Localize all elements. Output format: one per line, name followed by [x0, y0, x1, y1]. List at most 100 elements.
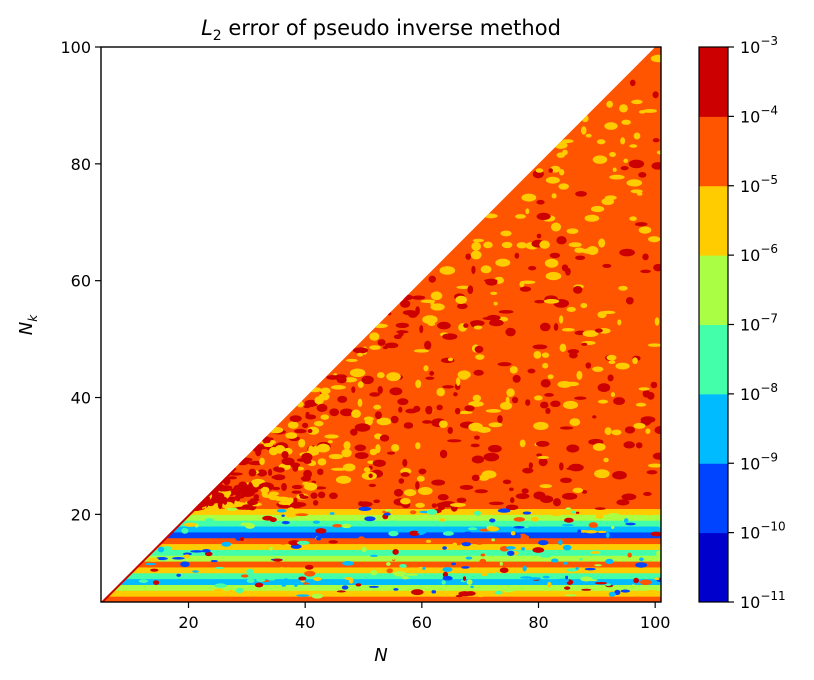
contour-blob-low	[592, 366, 604, 372]
contour-blob-high	[272, 474, 286, 481]
contour-blob-high	[612, 471, 627, 480]
contour-speck	[520, 535, 530, 540]
contour-speck	[575, 566, 579, 570]
contour-speck	[542, 575, 550, 579]
contour-blob-low	[415, 442, 421, 450]
contour-blob-high	[453, 392, 458, 397]
contour-blob-low	[320, 387, 331, 395]
contour-blob-low	[439, 266, 456, 275]
contour-blob-low	[436, 387, 445, 397]
contour-speck	[639, 579, 652, 586]
contour-blob-low	[330, 385, 346, 390]
contour-blob-low	[268, 495, 281, 501]
contour-blob-low	[559, 315, 564, 324]
contour-blob-low	[345, 358, 358, 362]
colorbar-tick-label: 10−4	[740, 103, 778, 126]
contour-blob-high	[471, 455, 485, 464]
contour-speck	[494, 590, 503, 595]
contour-blob-high	[419, 325, 424, 334]
contour-speck	[521, 547, 526, 551]
contour-blob-low	[317, 458, 327, 466]
contour-blob-low	[542, 362, 549, 369]
contour-speck	[358, 506, 372, 512]
contour-blob-low	[535, 168, 544, 173]
contour-blob-high	[398, 406, 403, 413]
contour-blob-high	[642, 253, 649, 261]
contour-speck	[342, 560, 355, 566]
contour-blob-low	[617, 319, 622, 326]
contour-blob-low	[562, 149, 568, 156]
contour-blob-low	[626, 179, 643, 187]
contour-speck	[240, 574, 249, 578]
contour-speck	[633, 577, 639, 584]
contour-speck	[454, 555, 459, 561]
contour-blob-low	[630, 189, 643, 194]
x-axis-label: N	[374, 645, 387, 666]
contour-speck	[307, 533, 316, 538]
colorbar-tick-label: 10−10	[740, 520, 786, 543]
contour-speck	[387, 520, 397, 525]
contour-blob-high	[291, 484, 303, 490]
contour-blob-high	[474, 345, 484, 353]
contour-speck	[393, 587, 399, 591]
contour-speck	[579, 557, 583, 561]
colorbar-segment	[699, 393, 728, 464]
contour-blob-low	[509, 366, 518, 374]
contour-speck	[393, 571, 407, 577]
contour-blob-low	[541, 352, 550, 358]
contour-blob-low	[356, 352, 364, 357]
contour-blob-high	[550, 400, 561, 408]
contour-speck	[462, 576, 467, 581]
contour-blob-low	[601, 197, 615, 206]
contour-blob-low	[268, 491, 279, 496]
contour-speck	[254, 582, 264, 588]
contour-speck	[228, 589, 234, 593]
contour-blob-low	[386, 372, 401, 382]
contour-blob-high	[291, 490, 302, 494]
contour-blob-low	[592, 155, 608, 164]
contour-blob-low	[643, 108, 657, 113]
contour-blob-high	[488, 501, 504, 506]
contour-speck	[627, 526, 635, 533]
contour-blob-high	[413, 405, 421, 413]
contour-speck	[368, 585, 380, 588]
contour-blob-high	[566, 444, 580, 453]
contour-blob-low	[473, 325, 483, 330]
colorbar-tick-label: 10−7	[740, 312, 778, 335]
contour-speck	[522, 511, 532, 515]
contour-blob-low	[539, 240, 550, 249]
contour-blob-high	[623, 441, 635, 449]
contour-blob-high	[239, 488, 255, 497]
contour-blob-low	[562, 400, 579, 410]
contour-blob-high	[505, 504, 519, 510]
x-tick-label: 80	[528, 613, 548, 632]
contour-speck	[401, 576, 410, 580]
contour-speck	[176, 573, 181, 577]
contour-speck	[205, 551, 213, 557]
contour-blob-high	[573, 285, 583, 294]
contour-speck	[654, 577, 660, 580]
contour-speck	[409, 510, 417, 515]
contour-blob-high	[317, 468, 324, 476]
contour-speck	[361, 546, 367, 553]
contour-speck	[479, 558, 487, 565]
contour-speck	[489, 518, 496, 523]
contour-blob-low	[400, 497, 411, 505]
contour-blob-high	[556, 236, 567, 245]
contour-blob-high	[646, 470, 658, 475]
contour-blob-low	[582, 330, 599, 338]
contour-blob-low	[585, 133, 592, 138]
contour-blob-low	[418, 486, 433, 496]
contour-speck	[456, 542, 461, 546]
contour-blob-low	[304, 482, 318, 491]
contour-blob-high	[316, 403, 328, 412]
y-axis-label: Nk	[16, 314, 40, 335]
contour-blob-low	[369, 345, 381, 350]
colorbar-segment	[699, 116, 728, 187]
contour-blob-low	[415, 502, 425, 508]
contour-blob-low	[372, 323, 388, 329]
contour-blob-high	[271, 486, 281, 491]
contour-blob-low	[633, 422, 646, 429]
contour-blob-high	[337, 395, 348, 403]
contour-blob-high	[567, 349, 580, 354]
